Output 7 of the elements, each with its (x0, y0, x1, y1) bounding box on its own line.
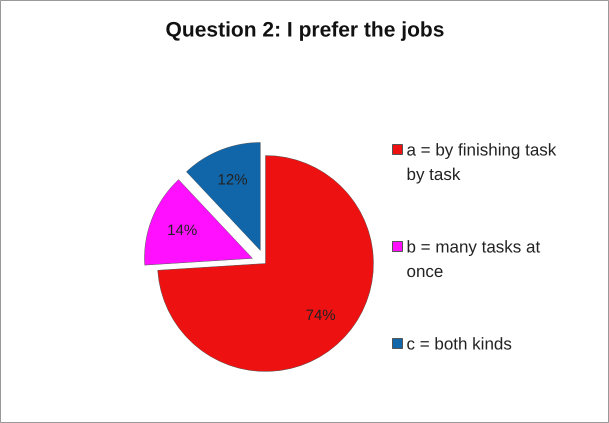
data-label: 12% (218, 172, 248, 189)
legend-label: c = both kinds (406, 334, 512, 354)
legend-label: a = by finishing task by task (406, 140, 557, 184)
chart-title: Question 2: I prefer the jobs (166, 18, 444, 42)
data-label: 14% (167, 222, 198, 240)
legend-label: b = many tasks at once (406, 238, 540, 282)
data-label: 74% (306, 306, 336, 324)
